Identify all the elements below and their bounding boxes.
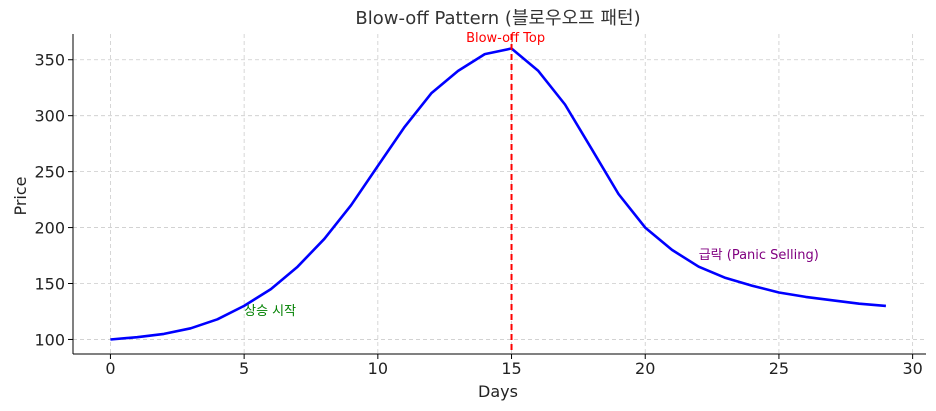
annotation-blow-off-top: Blow-off Top — [466, 31, 545, 46]
series-layer — [110, 34, 887, 354]
y-axis-label: Price — [11, 176, 30, 215]
annotations: Blow-off Top 상승 시작 급락 (Panic Selling) — [244, 31, 819, 319]
y-tick-label: 150 — [34, 275, 65, 294]
x-tick-label: 25 — [769, 359, 789, 378]
x-tick-label: 15 — [501, 359, 521, 378]
x-tick-label: 10 — [368, 359, 388, 378]
annotation-panic-selling: 급락 (Panic Selling) — [699, 248, 819, 263]
y-tick-label: 100 — [34, 330, 65, 349]
grid — [73, 34, 926, 354]
tick-labels: 0 5 10 15 20 25 30 100 150 200 250 300 350 — [34, 51, 922, 378]
x-tick-label: 30 — [902, 359, 922, 378]
y-tick-label: 200 — [34, 219, 65, 238]
chart-title: Blow-off Pattern (블로우오프 패턴) — [355, 8, 640, 29]
y-tick-label: 350 — [34, 51, 65, 70]
x-axis-label: Days — [478, 382, 518, 401]
axes — [72, 34, 926, 355]
y-tick-label: 250 — [34, 163, 65, 182]
x-tick-label: 5 — [239, 359, 249, 378]
annotation-rise-start: 상승 시작 — [244, 304, 296, 319]
y-tick-label: 300 — [34, 107, 65, 126]
x-tick-label: 20 — [635, 359, 655, 378]
x-tick-label: 0 — [105, 359, 115, 378]
price-series-line — [110, 47, 887, 341]
